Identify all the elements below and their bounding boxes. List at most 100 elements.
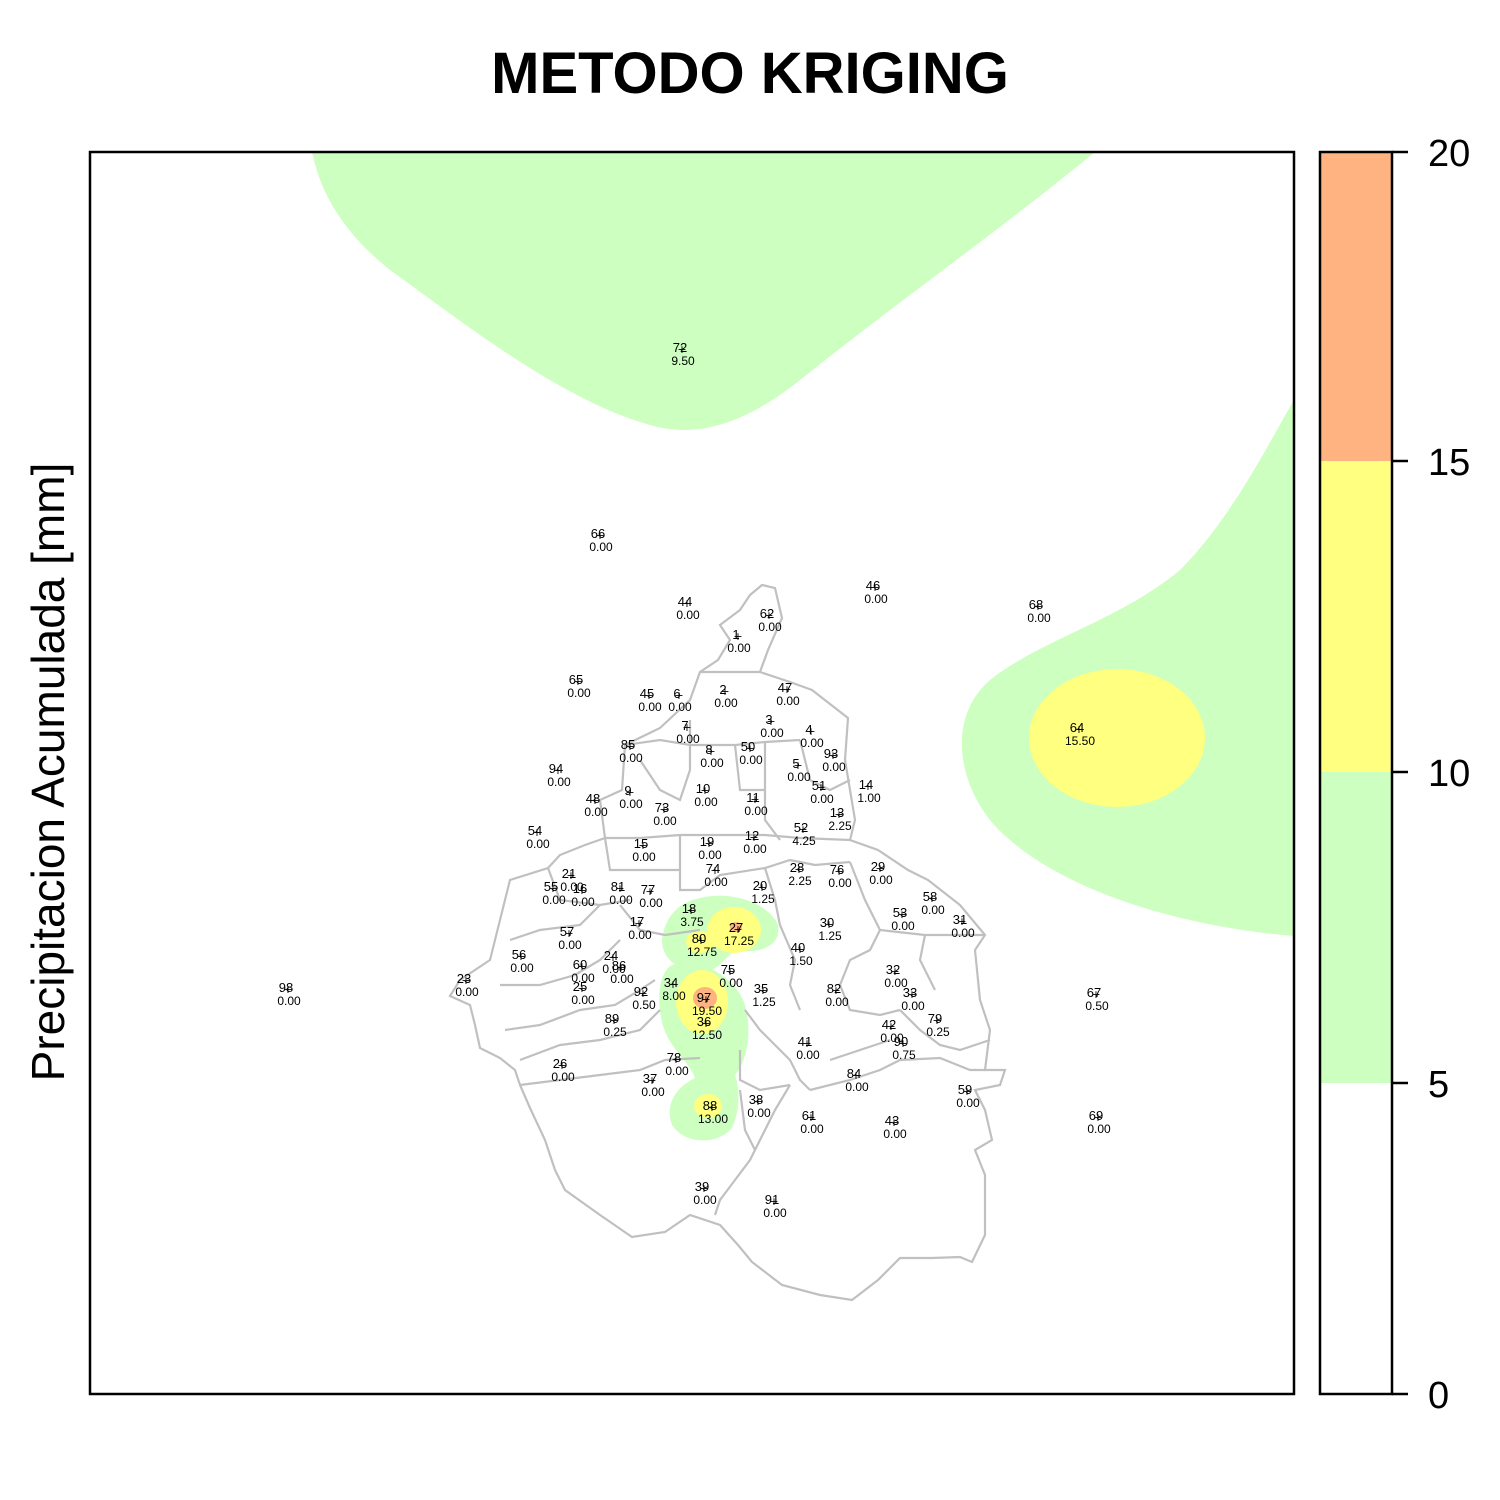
station-id-label: 80	[692, 931, 706, 946]
station-39: +390.00	[693, 1179, 717, 1207]
station-value-label: 0.00	[901, 999, 925, 1013]
station-value-label: 1.25	[818, 929, 842, 943]
station-79: +790.25	[926, 1011, 950, 1039]
station-78: +780.00	[665, 1050, 689, 1078]
station-value-label: 0.00	[676, 732, 700, 746]
station-value-label: 0.00	[619, 797, 643, 811]
station-marker: +	[764, 609, 773, 622]
station-id-label: 86	[612, 958, 626, 973]
station-value-label: 0.00	[676, 608, 700, 622]
station-value-label: 0.00	[619, 751, 643, 765]
station-77: +770.00	[639, 882, 663, 910]
station-52: +524.25	[792, 820, 816, 848]
station-82: +820.00	[825, 981, 849, 1009]
borough-line	[838, 929, 901, 1017]
station-value-label: 0.00	[547, 775, 571, 789]
station-34: +348.00	[662, 975, 686, 1003]
station-3: +30.00	[760, 712, 784, 740]
borough-line	[738, 1050, 791, 1092]
station-marker: +	[794, 863, 803, 876]
station-value-label: 1.50	[789, 954, 813, 968]
station-id-label: 64	[1070, 720, 1084, 735]
station-id-label: 33	[903, 985, 917, 1000]
station-id-label: 14	[859, 777, 873, 792]
station-45: +450.00	[638, 686, 662, 714]
station-id-label: 89	[605, 1011, 619, 1026]
station-id-label: 54	[528, 823, 542, 838]
station-id-label: 7	[681, 718, 688, 733]
station-id-label: 69	[1089, 1108, 1103, 1123]
station-id-label: 57	[560, 924, 574, 939]
station-value-label: 15.50	[1065, 734, 1095, 748]
borough-line	[624, 720, 692, 747]
station-value-label: 2.25	[788, 874, 812, 888]
station-id-label: 61	[802, 1108, 816, 1123]
station-id-label: 98	[279, 980, 293, 995]
station-id-label: 53	[893, 905, 907, 920]
station-66: +660.00	[589, 526, 613, 554]
station-id-label: 2	[719, 682, 726, 697]
station-id-label: 97	[697, 990, 711, 1005]
station-value-label: 0.00	[951, 926, 975, 940]
station-marker: +	[769, 1195, 778, 1208]
station-14: +141.00	[857, 777, 881, 805]
station-marker: +	[283, 983, 292, 996]
borough-line	[899, 1009, 991, 1052]
station-id-label: 30	[820, 915, 834, 930]
station-value-label: 0.00	[571, 895, 595, 909]
station-value-label: 0.50	[632, 998, 656, 1012]
station-value-label: 19.50	[692, 1004, 722, 1018]
station-value-label: 0.00	[567, 686, 591, 700]
station-id-label: 74	[706, 861, 720, 876]
station-value-label: 0.75	[892, 1048, 916, 1062]
station-marker: +	[802, 1037, 811, 1050]
station-marker: +	[595, 529, 604, 542]
station-marker: +	[927, 892, 936, 905]
station-16: +160.00	[571, 881, 595, 909]
station-marker: +	[897, 908, 906, 921]
station-id-label: 13	[830, 805, 844, 820]
station-id-label: 23	[457, 971, 471, 986]
station-value-label: 0.00	[668, 700, 692, 714]
station-20: +201.25	[751, 878, 775, 906]
station-id-label: 38	[749, 1092, 763, 1107]
station-id-label: 91	[765, 1192, 779, 1207]
station-marker: +	[1033, 600, 1042, 613]
station-id-label: 9	[624, 783, 631, 798]
station-10: +100.00	[694, 781, 718, 809]
station-marker: +	[753, 1095, 762, 1108]
station-id-label: 17	[630, 914, 644, 929]
station-marker: +	[682, 721, 691, 734]
station-id-label: 67	[1087, 985, 1101, 1000]
station-id-label: 93	[824, 746, 838, 761]
station-id-label: 50	[741, 739, 755, 754]
station-value-label: 1.25	[751, 892, 775, 906]
station-value-label: 0.00	[714, 696, 738, 710]
station-id-label: 27	[729, 920, 743, 935]
station-id-label: 59	[958, 1082, 972, 1097]
station-40: +401.50	[789, 940, 813, 968]
station-id-label: 8	[705, 742, 712, 757]
station-value-label: 2.25	[828, 819, 852, 833]
station-id-label: 35	[754, 981, 768, 996]
colorbar-band-15-20	[1320, 152, 1392, 461]
borough-line	[500, 939, 621, 987]
station-value-label: 0.00	[560, 880, 584, 894]
station-57: +570.00	[558, 924, 582, 952]
station-value-label: 0.00	[277, 994, 301, 1008]
station-29: +290.00	[869, 859, 893, 887]
station-marker: +	[707, 1101, 716, 1114]
station-38: +380.00	[747, 1092, 771, 1120]
station-value-label: 0.00	[698, 848, 722, 862]
station-65: +650.00	[567, 672, 591, 700]
station-marker: +	[461, 974, 470, 987]
station-value-label: 0.00	[510, 961, 534, 975]
borough-line	[603, 837, 680, 872]
station-marker: +	[608, 951, 617, 964]
station-value-label: 0.25	[603, 1025, 627, 1039]
station-marker: +	[686, 904, 695, 917]
borough-line	[798, 739, 851, 792]
station-id-label: 66	[591, 526, 605, 541]
station-9: +90.00	[619, 783, 643, 811]
station-value-label: 4.25	[792, 834, 816, 848]
